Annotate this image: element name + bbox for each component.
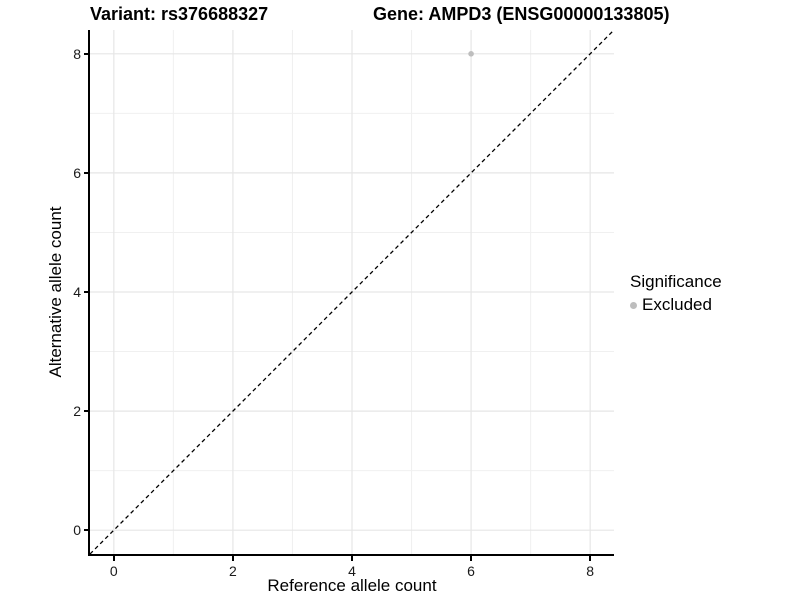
x-tick-label: 2 <box>229 563 237 579</box>
gene-title: Gene: AMPD3 (ENSG00000133805) <box>373 4 670 24</box>
legend: Significance Excluded <box>630 272 722 315</box>
scatter-plot-canvas <box>90 30 614 554</box>
y-tick-mark <box>83 529 88 531</box>
y-tick-mark <box>83 410 88 412</box>
x-tick-label: 8 <box>586 563 595 579</box>
x-tick-label: 4 <box>348 563 356 579</box>
legend-item-label: Excluded <box>642 295 712 314</box>
x-axis-title: Reference allele count <box>267 576 437 595</box>
legend-key-dot-icon <box>630 301 637 309</box>
variant-title: Variant: rs376688327 <box>90 4 269 24</box>
y-tick-mark <box>83 172 88 174</box>
x-tick-mark <box>113 556 115 561</box>
y-tick-label: 0 <box>73 522 81 539</box>
x-tick-mark <box>470 556 472 561</box>
y-tick-mark <box>83 53 88 55</box>
x-tick-mark <box>589 556 591 561</box>
y-axis-line <box>88 30 90 556</box>
x-tick-mark <box>351 556 353 561</box>
y-tick-label: 4 <box>73 284 81 300</box>
legend-item-excluded: Excluded <box>630 295 722 315</box>
identity-dashed-line <box>90 30 614 554</box>
plot-panel <box>90 30 614 554</box>
y-tick-label: 8 <box>73 45 81 62</box>
y-tick-label: 2 <box>73 403 81 420</box>
y-tick-label: 6 <box>73 164 81 181</box>
y-axis-title: Alternative allele count <box>46 206 65 378</box>
y-tick-mark <box>83 291 88 293</box>
x-tick-label: 0 <box>109 563 118 579</box>
data-point <box>468 51 474 57</box>
legend-title: Significance <box>630 272 722 291</box>
x-tick-mark <box>232 556 234 561</box>
x-axis-line <box>88 554 614 556</box>
x-tick-label: 6 <box>467 563 475 579</box>
